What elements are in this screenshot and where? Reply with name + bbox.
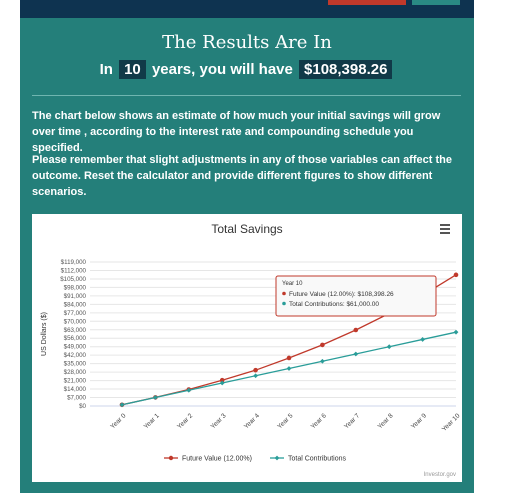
x-tick-label: Year 6 [310,412,328,430]
tooltip-box [275,275,437,317]
chart-menu-icon[interactable] [440,224,450,234]
tooltip-marker-contrib [282,301,286,306]
y-tick-label: $77,000 [64,310,87,317]
y-tick-label: $21,000 [64,378,87,385]
tooltip-line-future: Future Value (12.00%): $108,398.26 [289,291,394,298]
y-axis-label: US Dollars ($) [41,312,48,356]
years-value: 10 [119,60,146,79]
data-point [386,344,392,350]
data-point [153,395,158,400]
y-tick-label: $7,000 [67,395,86,402]
tooltip-line-contrib: Total Contributions: $61,000.00 [289,301,379,308]
y-tick-label: $112,000 [61,267,87,274]
data-point [219,377,225,383]
x-tick-label: Year 0 [109,412,127,430]
x-tick-label: Year 1 [143,412,161,430]
y-tick-label: $56,000 [64,335,87,342]
data-point [353,327,359,333]
legend-label-contrib: Total Contributions [288,456,346,463]
y-tick-label: $28,000 [64,369,87,376]
top-teal-button[interactable] [412,0,460,5]
explanation-paragraph-1: The chart below shows an estimate of how… [32,110,441,154]
y-tick-label: $0 [79,403,86,410]
chart-title: Total Savings [211,222,283,236]
y-tick-label: $14,000 [64,386,87,393]
x-tick-label: Year 2 [176,412,194,430]
x-tick-label: Year 5 [276,412,294,430]
chart-container: Total Savings $0 $7,000 $14,000 $21,000 $28,… [32,214,462,482]
top-red-button[interactable] [328,0,406,5]
results-title: The Results Are In [162,32,332,53]
summary-middle: years, you will have [151,61,293,78]
y-tick-label: $105,000 [60,276,86,283]
results-summary: In 10 years, you will have $108,398.26 [20,60,474,79]
data-point [286,355,292,361]
y-tick-label: $42,000 [64,352,87,359]
x-tick-label: Year 7 [343,412,361,430]
total-savings-chart: $0$7,000 $14,000$21,000 $28,000$35,000 $42,… [41,259,462,463]
explanation-paragraph-2: Please remember that slight adjustments … [32,154,452,198]
data-point [320,358,325,364]
results-panel: The Results Are In In 10 years, you will… [20,18,474,493]
legend-marker-future [168,455,174,461]
data-point [453,272,459,278]
x-tick-label: Year 4 [243,412,261,430]
x-tick-label: Year 9 [410,412,428,430]
data-point [253,373,258,379]
y-tick-label: $119,000 [61,259,87,266]
y-tick-label: $35,000 [64,361,87,368]
y-tick-label: $84,000 [64,301,87,308]
y-tick-label: $49,000 [64,344,87,351]
y-tick-label: $98,000 [64,284,87,291]
summary-prefix: In [99,61,113,78]
data-point [320,342,325,348]
y-tick-label: $63,000 [64,327,87,334]
credit-label: Investor.gov [423,472,456,478]
data-point [286,366,292,371]
amount-value: $108,398.26 [299,60,393,79]
y-tick-label: $70,000 [64,318,87,325]
legend-marker-contrib [274,455,280,461]
y-tick-label: $91,000 [64,293,87,300]
x-tick-label: Year 10 [441,412,462,433]
x-tick-label: Year 3 [210,412,228,430]
data-point [219,380,225,386]
tooltip-marker-future [282,291,286,296]
tooltip-title: Year 10 [282,281,303,287]
divider [32,95,461,96]
data-point [453,329,459,335]
top-nav-bar [20,0,474,18]
data-point [253,367,258,373]
x-tick-label: Year 8 [377,412,395,430]
data-point [186,387,192,393]
legend-label-future: Future Value (12.00%) [182,456,252,463]
data-point [353,351,359,357]
